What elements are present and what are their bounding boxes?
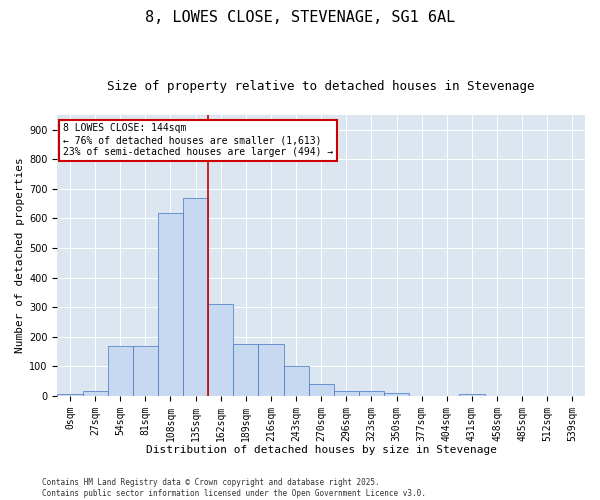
Text: 8 LOWES CLOSE: 144sqm
← 76% of detached houses are smaller (1,613)
23% of semi-d: 8 LOWES CLOSE: 144sqm ← 76% of detached …: [62, 124, 333, 156]
Bar: [107, 346, 133, 396]
Bar: [58, 394, 83, 396]
Bar: [259, 344, 284, 396]
Bar: [183, 198, 208, 396]
Y-axis label: Number of detached properties: Number of detached properties: [15, 158, 25, 354]
Bar: [308, 384, 334, 396]
Bar: [359, 392, 384, 396]
X-axis label: Distribution of detached houses by size in Stevenage: Distribution of detached houses by size …: [146, 445, 497, 455]
Title: Size of property relative to detached houses in Stevenage: Size of property relative to detached ho…: [107, 80, 535, 93]
Bar: [133, 346, 158, 396]
Bar: [208, 304, 233, 396]
Bar: [83, 392, 107, 396]
Bar: [334, 392, 359, 396]
Bar: [460, 394, 485, 396]
Text: 8, LOWES CLOSE, STEVENAGE, SG1 6AL: 8, LOWES CLOSE, STEVENAGE, SG1 6AL: [145, 10, 455, 25]
Bar: [158, 212, 183, 396]
Bar: [384, 393, 409, 396]
Text: Contains HM Land Registry data © Crown copyright and database right 2025.
Contai: Contains HM Land Registry data © Crown c…: [42, 478, 426, 498]
Bar: [284, 366, 308, 396]
Bar: [233, 344, 259, 396]
